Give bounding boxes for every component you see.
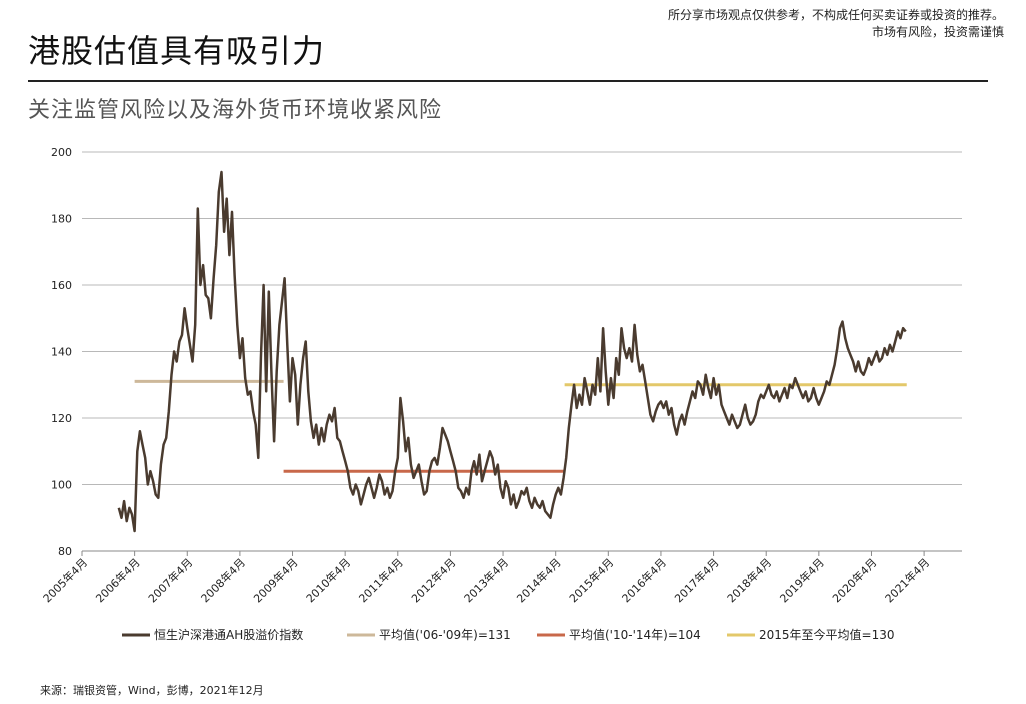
disclaimer: 所分享市场观点仅供参考，不构成任何买卖证券或投资的推荐。 市场有风险，投资需谨慎 [484,7,1004,41]
x-tick-label: 2017年4月 [671,555,721,605]
legend-label: 平均值('06-'09年)=131 [379,627,511,642]
y-tick-label: 180 [51,213,72,226]
y-tick-label: 140 [51,346,72,359]
x-tick-label: 2008年4月 [198,555,248,605]
x-tick-label: 2006年4月 [93,555,143,605]
y-tick-label: 160 [51,279,72,292]
x-tick-label: 2010年4月 [303,555,353,605]
x-tick-label: 2013年4月 [461,555,511,605]
x-tick-label: 2019年4月 [777,555,827,605]
y-tick-label: 200 [51,146,72,159]
x-tick-label: 2018年4月 [724,555,774,605]
legend-label: 恒生沪深港通AH股溢价指数 [154,627,303,642]
legend-label: 平均值('10-'14年)=104 [569,627,701,642]
page-title: 港股估值具有吸引力 [28,32,326,70]
x-tick-label: 2016年4月 [619,555,669,605]
disclaimer-line-1: 所分享市场观点仅供参考，不构成任何买卖证券或投资的推荐。 [667,8,1004,22]
x-tick-label: 2007年4月 [145,555,195,605]
source-note: 来源：瑞银资管，Wind，彭博，2021年12月 [40,684,264,697]
x-tick-label: 2009年4月 [250,555,300,605]
legend-label: 2015年至今平均值=130 [759,627,895,642]
page-subtitle: 关注监管风险以及海外货币环境收紧风险 [28,98,443,123]
x-tick-label: 2014年4月 [514,555,564,605]
x-tick-label: 2005年4月 [40,555,90,605]
disclaimer-line-2: 市场有风险，投资需谨慎 [871,25,1004,39]
x-tick-label: 2021年4月 [882,555,932,605]
y-tick-label: 100 [51,479,72,492]
x-tick-label: 2020年4月 [829,555,879,605]
x-tick-label: 2015年4月 [566,555,616,605]
y-tick-label: 120 [51,412,72,425]
x-tick-label: 2012年4月 [408,555,458,605]
y-tick-label: 80 [58,545,72,558]
series-line-ah-premium [117,170,907,533]
x-tick-label: 2011年4月 [356,555,406,605]
title-divider [28,80,988,82]
